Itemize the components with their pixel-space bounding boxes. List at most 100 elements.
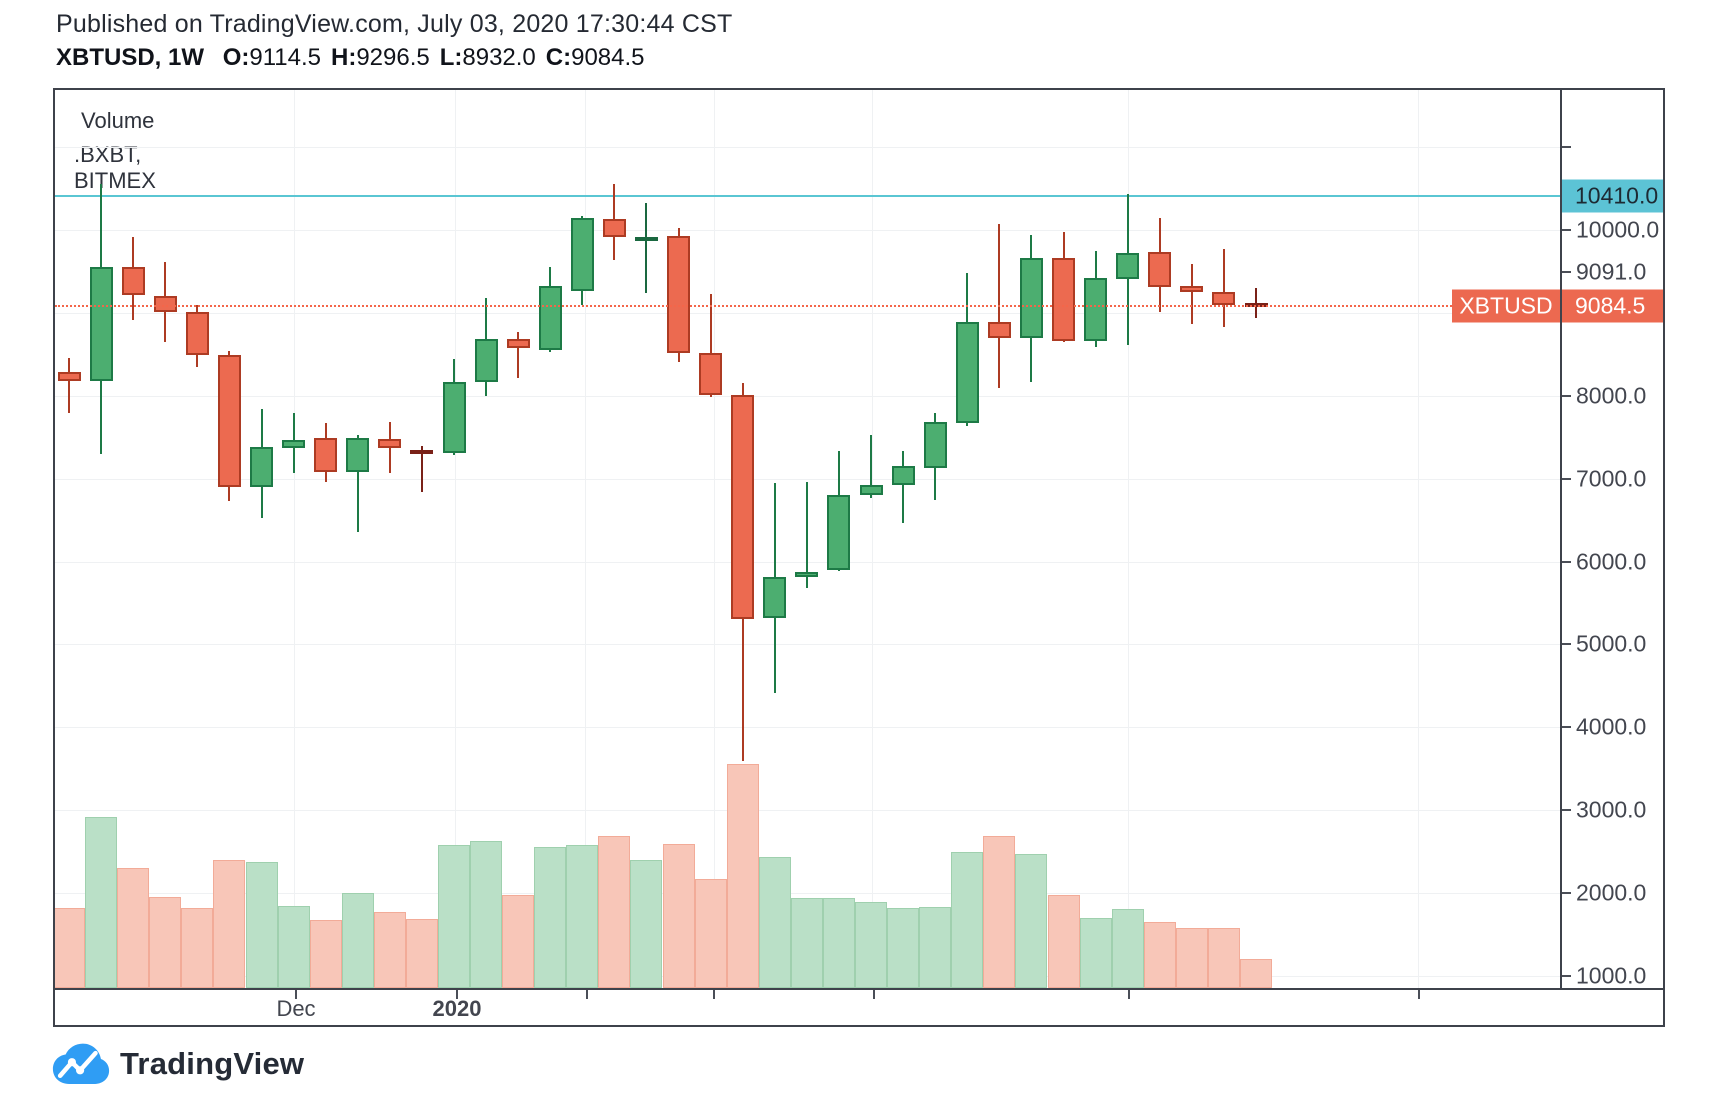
candle-body-up[interactable] bbox=[827, 495, 851, 570]
candle-body-up[interactable] bbox=[538, 286, 562, 351]
volume-bar[interactable] bbox=[245, 862, 278, 988]
price-label-text: 10410.0 bbox=[1575, 182, 1659, 209]
volume-bar[interactable] bbox=[438, 845, 470, 988]
candle-body-down[interactable] bbox=[217, 355, 241, 487]
candle-body-up[interactable] bbox=[859, 485, 883, 496]
time-tick-label: Dec bbox=[276, 996, 316, 1021]
volume-bar[interactable] bbox=[373, 912, 406, 988]
volume-bar[interactable] bbox=[213, 860, 246, 988]
volume-bar[interactable] bbox=[951, 852, 984, 988]
candle-body-down[interactable] bbox=[602, 219, 626, 237]
volume-bar[interactable] bbox=[534, 847, 567, 988]
horizontal-gridline bbox=[55, 727, 1560, 729]
volume-bar[interactable] bbox=[630, 860, 663, 988]
candle-body-down[interactable] bbox=[699, 352, 723, 395]
candle-wick[interactable] bbox=[709, 293, 712, 397]
candle-body-up[interactable] bbox=[442, 381, 466, 453]
candle-body-up[interactable] bbox=[1116, 253, 1140, 279]
candle-wick[interactable] bbox=[902, 451, 905, 523]
volume-bar[interactable] bbox=[983, 836, 1016, 988]
volume-bar[interactable] bbox=[566, 845, 599, 988]
volume-bar[interactable] bbox=[55, 908, 85, 988]
candle-body-down[interactable] bbox=[378, 438, 402, 448]
candle-wick[interactable] bbox=[517, 332, 520, 379]
volume-bar[interactable] bbox=[181, 908, 214, 988]
tradingview-cloud-icon bbox=[52, 1043, 110, 1084]
volume-bar[interactable] bbox=[662, 844, 695, 988]
candle-wick[interactable] bbox=[356, 434, 359, 532]
horizontal-gridline bbox=[55, 395, 1560, 397]
volume-bar[interactable] bbox=[85, 817, 118, 988]
candle-body-up[interactable] bbox=[89, 267, 113, 381]
volume-bar[interactable] bbox=[1111, 909, 1144, 988]
volume-bar[interactable] bbox=[149, 897, 182, 988]
volume-bar[interactable] bbox=[117, 868, 150, 988]
candle-body-down[interactable] bbox=[506, 339, 530, 349]
volume-bar[interactable] bbox=[502, 895, 535, 988]
volume-bar[interactable] bbox=[919, 907, 952, 988]
price-axis[interactable]: 10000.0 9091.0 8000.0 7000.0 6000.0 5000.0 400… bbox=[1562, 90, 1663, 989]
candle-wick[interactable] bbox=[1190, 264, 1193, 324]
candle-body-down[interactable] bbox=[153, 295, 177, 313]
candle-wick[interactable] bbox=[805, 482, 808, 589]
volume-bar[interactable] bbox=[758, 857, 791, 988]
candle-body-down[interactable] bbox=[57, 371, 81, 381]
candle-body-up[interactable] bbox=[250, 447, 273, 487]
candlestick-plot-area[interactable]: Volume .BXBT, BITMEX XBTUSD bbox=[55, 90, 1560, 988]
candle-body-up[interactable] bbox=[795, 572, 819, 578]
volume-bar[interactable] bbox=[1079, 918, 1112, 988]
candle-body-up[interactable] bbox=[570, 218, 594, 292]
volume-bar[interactable] bbox=[405, 919, 438, 988]
volume-bar[interactable] bbox=[1207, 928, 1240, 988]
volume-bar[interactable] bbox=[309, 920, 342, 988]
candle-body-up[interactable] bbox=[955, 322, 979, 424]
candle-wick[interactable] bbox=[420, 446, 423, 492]
volume-bar[interactable] bbox=[855, 902, 887, 988]
horizontal-gridline bbox=[55, 810, 1560, 812]
candle-body-down[interactable] bbox=[121, 267, 145, 296]
candle-body-up[interactable] bbox=[474, 339, 498, 382]
candle-body-up[interactable] bbox=[634, 236, 658, 241]
volume-bar[interactable] bbox=[822, 898, 855, 988]
volume-bar[interactable] bbox=[341, 893, 374, 988]
candle-body-down[interactable] bbox=[1212, 292, 1236, 305]
candle-body-up[interactable] bbox=[1019, 258, 1043, 338]
candle-body-up[interactable] bbox=[346, 438, 370, 473]
candle-body-up[interactable] bbox=[1084, 278, 1108, 342]
candle-wick[interactable] bbox=[870, 434, 872, 499]
candle-body-down[interactable] bbox=[410, 449, 434, 454]
volume-bar[interactable] bbox=[1047, 895, 1080, 988]
price-tick bbox=[1562, 229, 1571, 231]
candle-wick[interactable] bbox=[1222, 249, 1225, 327]
volume-bar[interactable] bbox=[1015, 854, 1048, 988]
candle-body-up[interactable] bbox=[763, 577, 787, 618]
volume-bar[interactable] bbox=[1240, 959, 1272, 988]
volume-bar[interactable] bbox=[277, 906, 310, 988]
candle-body-down[interactable] bbox=[185, 312, 209, 356]
volume-bar[interactable] bbox=[1143, 922, 1176, 988]
volume-bar[interactable] bbox=[470, 841, 502, 988]
volume-bar[interactable] bbox=[598, 836, 631, 988]
time-tick bbox=[873, 990, 875, 999]
candle-body-down[interactable] bbox=[731, 394, 755, 620]
candle-body-down[interactable] bbox=[987, 322, 1011, 338]
price-tick bbox=[1562, 892, 1571, 895]
candle-body-down[interactable] bbox=[667, 235, 690, 353]
volume-bar[interactable] bbox=[887, 908, 920, 988]
candle-body-up[interactable] bbox=[891, 466, 915, 486]
volume-bar[interactable] bbox=[694, 879, 727, 988]
candle-body-down[interactable] bbox=[314, 438, 338, 473]
candle-body-down[interactable] bbox=[1148, 252, 1172, 288]
high-price-label: 10410.0 bbox=[1562, 179, 1663, 213]
volume-bar[interactable] bbox=[726, 764, 759, 988]
time-axis[interactable]: Dec 2020 bbox=[55, 990, 1663, 1025]
candle-body-down[interactable] bbox=[1180, 286, 1204, 293]
candle-body-down[interactable] bbox=[1052, 258, 1075, 342]
volume-bar[interactable] bbox=[790, 898, 823, 988]
candle-wick[interactable] bbox=[68, 357, 70, 414]
candle-wick[interactable] bbox=[645, 202, 648, 293]
candle-body-up[interactable] bbox=[282, 439, 306, 448]
volume-bar[interactable] bbox=[1175, 928, 1208, 988]
candle-body-up[interactable] bbox=[923, 422, 947, 468]
volume-legend-source: .BXBT, BITMEX bbox=[74, 142, 156, 193]
